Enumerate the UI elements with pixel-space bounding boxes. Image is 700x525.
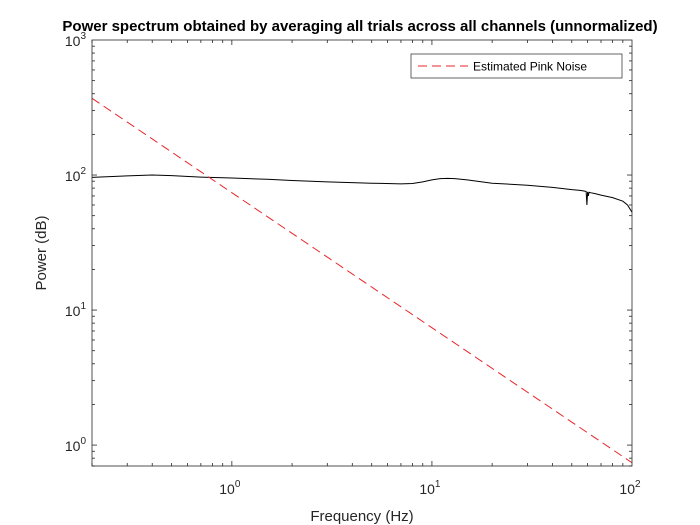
y-tick-label: 100 <box>65 436 87 454</box>
series-line-spectrum <box>91 174 633 213</box>
legend: Estimated Pink Noise <box>410 53 623 79</box>
x-tick-label: 101 <box>419 479 441 497</box>
legend-label-pink-noise: Estimated Pink Noise <box>473 60 587 74</box>
x-tick-label: 102 <box>619 479 641 497</box>
plot-area <box>92 40 632 466</box>
x-tick-label: 100 <box>219 479 241 497</box>
y-tick-label: 103 <box>65 31 87 49</box>
y-tick-label: 102 <box>65 166 87 184</box>
y-tick-label: 101 <box>65 301 87 319</box>
plot-frame <box>91 39 633 467</box>
series-line-pink-noise <box>91 97 633 464</box>
chart-title: Power spectrum obtained by averaging all… <box>62 18 657 35</box>
ticks-layer: 100 101 102 100 101 102 103 <box>65 31 641 497</box>
x-axis-label: Frequency (Hz) <box>310 508 413 525</box>
series-layer <box>91 97 633 464</box>
y-axis-label: Power (dB) <box>33 215 50 290</box>
